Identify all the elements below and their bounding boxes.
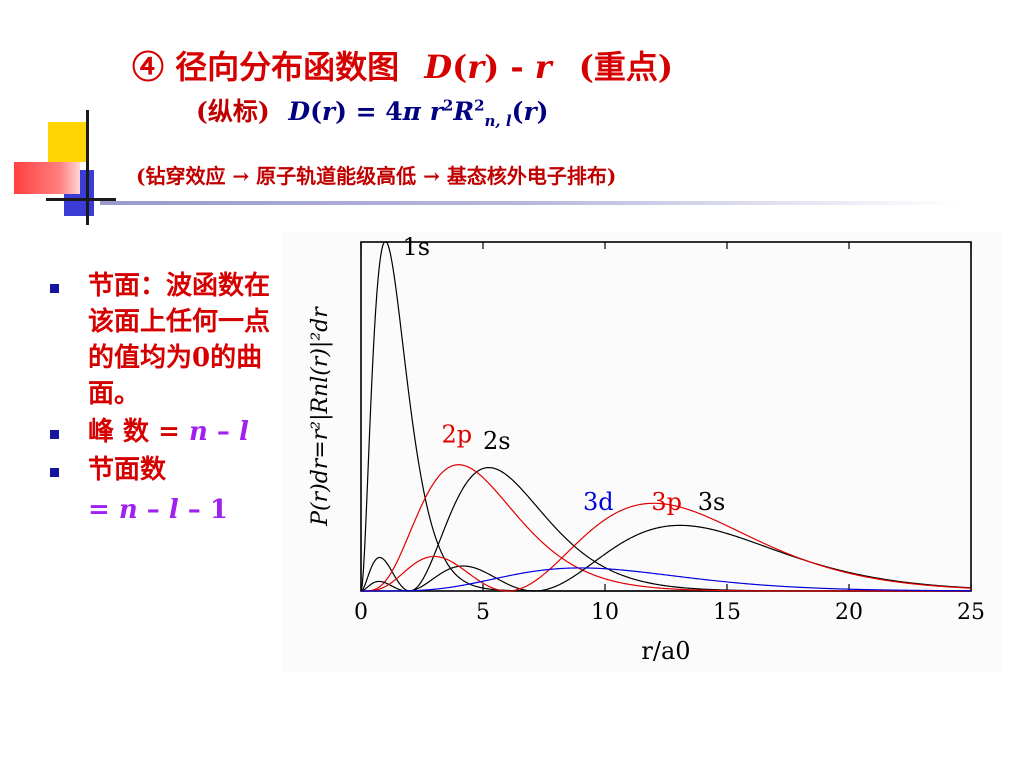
title-block: ④ 径向分布函数图 D(r) - r (重点) (纵标) D(r) = 4π r… (0, 0, 1024, 230)
title-number: ④ (132, 48, 165, 86)
x-tick-label: 20 (835, 600, 863, 625)
subtitle-formula: D(r) = 4π r2R2n, l(r) (288, 96, 549, 130)
bullet-square-icon (50, 430, 59, 439)
y-axis-label: P(r)dr=r²|Rnl(r)|²dr (308, 306, 333, 527)
page-title: ④ 径向分布函数图 D(r) - r (重点) (132, 42, 673, 88)
radial-distribution-chart: 0 5 10 15 20 25 1s 2s 2p 3s 3p 3d r/a0 P(r)dr=r²|Rnl(… (308, 233, 985, 665)
decor-red-bar (14, 162, 80, 194)
bullet-square-icon (50, 284, 59, 293)
bullet-text-nodes: 节面数 (88, 455, 167, 485)
plot-frame (360, 241, 972, 592)
x-axis-label: r/a0 (641, 637, 690, 665)
title-key: (重点) (578, 48, 674, 86)
series-label-1s: 1s (402, 233, 430, 261)
bullet-list: 节面：波函数在该面上任何一点的值均为0的曲面。 峰 数 = n – l 节面数 … (44, 268, 274, 528)
note-line: (钻穿效应 → 原子轨道能级高低 → 基态核外电子排布) (136, 164, 617, 188)
bullet-text-peaks: 峰 数 = (88, 417, 189, 447)
series-line-3s (360, 524, 972, 592)
bullet-square-icon (50, 468, 59, 477)
series-line-1s (360, 241, 971, 592)
x-tick-label: 5 (476, 600, 490, 625)
decor-horizontal-line (46, 198, 116, 201)
title-formula: D(r) - r (424, 48, 552, 86)
series-line-2p (361, 464, 971, 592)
node-count-formula: = n – l – 1 (88, 495, 228, 525)
x-tick-label: 25 (957, 600, 985, 625)
subtitle: (纵标) D(r) = 4π r2R2n, l(r) (196, 92, 548, 130)
series-line-3d (361, 567, 971, 592)
series-label-3s: 3s (698, 488, 726, 516)
series-line-2s (360, 466, 971, 592)
x-tick-label: 10 (591, 600, 619, 625)
series-label-3d: 3d (583, 488, 614, 516)
decor-yellow-square (48, 122, 88, 162)
bullet-text-nodal: 节面：波函数在该面上任何一点的值均为0的曲面。 (88, 271, 271, 409)
title-main: 径向分布函数图 (175, 48, 400, 86)
title-divider (100, 201, 960, 205)
bullet-item-peak-count: 峰 数 = n – l (44, 414, 274, 450)
series-label-3p: 3p (651, 488, 682, 516)
chart-panel: 0 5 10 15 20 25 1s 2s 2p 3s 3p 3d r/a0 P(r)dr=r²|Rnl(… (281, 232, 1001, 672)
subtitle-label: (纵标) (196, 97, 270, 126)
decor-vertical-line (86, 110, 89, 225)
series-line-3p (361, 502, 972, 592)
x-tick-label: 15 (713, 600, 741, 625)
series-label-2s: 2s (483, 427, 511, 455)
x-tick-label: 0 (354, 600, 368, 625)
bullet-item-node-count: 节面数 (44, 452, 274, 488)
series-label-2p: 2p (442, 420, 473, 448)
bullet-item-nodal-surface: 节面：波函数在该面上任何一点的值均为0的曲面。 (44, 268, 274, 412)
